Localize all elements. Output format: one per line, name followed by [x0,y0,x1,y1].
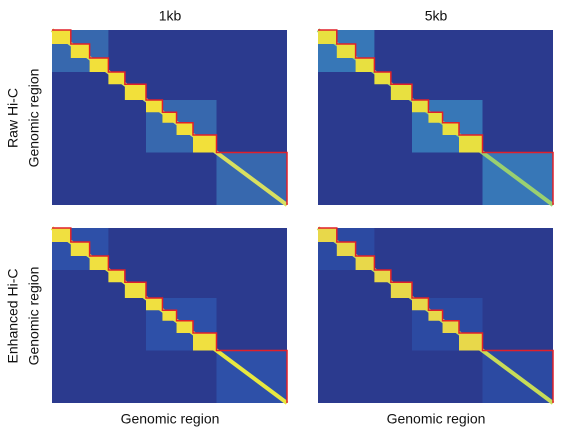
column-title: 1kb [159,8,182,24]
diagonal-block [176,122,193,135]
diagonal-block [459,135,483,153]
diagonal-block [336,242,356,256]
diagonal-block [108,270,125,283]
row-label: Enhanced Hi-C [5,269,21,364]
diagonal-block [442,320,459,333]
diagonal-block [176,320,193,333]
diagonal-block [146,100,163,113]
diagonal-block [459,333,483,351]
y-axis-label: Genomic region [26,267,42,366]
diagonal-block [89,58,109,72]
y-axis-label: Genomic region [26,69,42,168]
diagonal-block [146,298,163,311]
diagonal-block [193,135,217,153]
diagonal-block [390,282,412,298]
domain-boundary [318,227,554,403]
domain-boundary [52,29,288,205]
domain-boundary [52,227,288,403]
domain-boundary [318,29,554,205]
diagonal-block [70,44,90,58]
diagonal-block [89,256,109,270]
diagonal-block [355,256,375,270]
row-label: Raw Hi-C [5,88,21,148]
diagonal-block [428,112,443,123]
diagonal-block [390,84,412,100]
diagonal-block [336,44,356,58]
diagonal-block [442,122,459,135]
diagonal-block [70,242,90,256]
diagonal-block [162,310,177,321]
x-axis-label: Genomic region [121,411,220,427]
diagonal-block [52,30,71,44]
x-axis-label: Genomic region [387,411,486,427]
diagonal-block [193,333,217,351]
diagonal-block [412,100,429,113]
diagonal-block [355,58,375,72]
diagonal-block [412,298,429,311]
diagonal-block [52,228,71,242]
column-title: 5kb [425,8,448,24]
diagonal-block [318,30,337,44]
diagonal-block [318,228,337,242]
diagonal-block [428,310,443,321]
diagonal-block [108,72,125,85]
diagonal-block [124,282,146,298]
diagonal-block [124,84,146,100]
diagonal-block [162,112,177,123]
diagonal-block [374,270,391,283]
diagonal-block [374,72,391,85]
